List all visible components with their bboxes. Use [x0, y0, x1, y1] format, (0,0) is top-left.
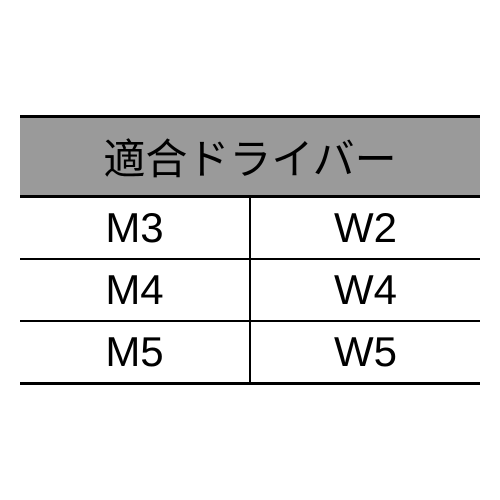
table-row: M5 W5 [20, 322, 480, 385]
cell-w-value: W4 [251, 260, 480, 320]
cell-w-value: W2 [251, 198, 480, 258]
table-row: M4 W4 [20, 260, 480, 322]
table-header: 適合ドライバー [20, 115, 480, 198]
cell-m-value: M4 [20, 260, 251, 320]
cell-m-value: M5 [20, 322, 251, 382]
cell-m-value: M3 [20, 198, 251, 258]
table-row: M3 W2 [20, 198, 480, 260]
header-text: 適合ドライバー [103, 136, 396, 183]
cell-w-value: W5 [251, 322, 480, 382]
driver-compatibility-table: 適合ドライバー M3 W2 M4 W4 M5 W5 [20, 115, 480, 385]
